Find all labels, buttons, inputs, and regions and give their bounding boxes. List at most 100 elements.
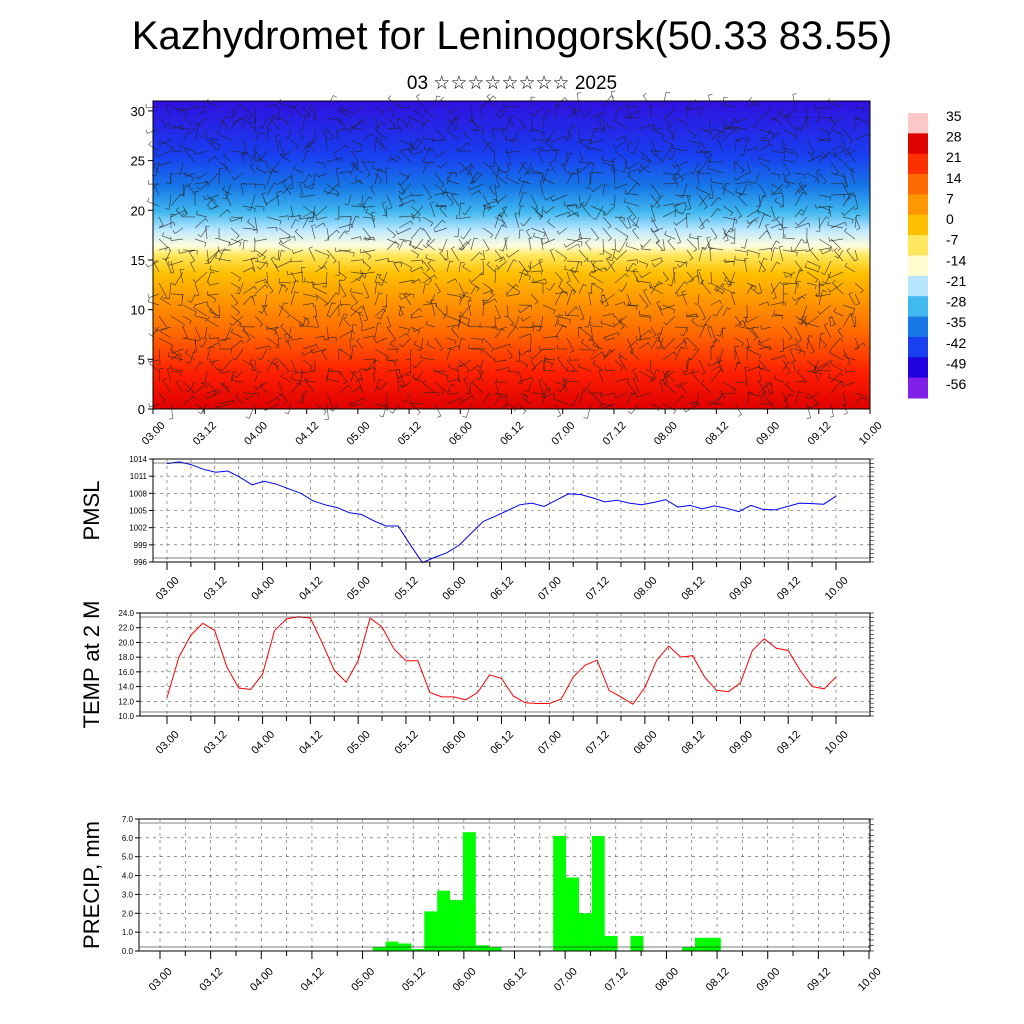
wind-barb bbox=[410, 259, 423, 265]
wind-barb bbox=[696, 184, 712, 196]
wind-barb bbox=[722, 97, 728, 108]
wind-barb bbox=[254, 249, 266, 261]
wind-barb bbox=[676, 292, 688, 297]
wind-barb bbox=[398, 172, 410, 181]
wind-barb bbox=[290, 374, 304, 383]
wind-barb bbox=[246, 194, 256, 211]
wind-barb bbox=[424, 107, 436, 119]
wind-barb bbox=[279, 150, 292, 158]
wind-barb bbox=[698, 323, 710, 339]
wind-barb bbox=[376, 381, 388, 391]
wind-barb bbox=[814, 370, 820, 383]
wind-barb bbox=[450, 326, 460, 339]
wind-barb bbox=[158, 282, 168, 300]
y-tick-label: 999 bbox=[134, 541, 148, 550]
wind-barb bbox=[613, 169, 618, 185]
wind-barb bbox=[853, 249, 859, 262]
wind-barb bbox=[782, 108, 798, 119]
wind-barb bbox=[203, 194, 220, 201]
wind-barb bbox=[240, 183, 246, 196]
wind-barb bbox=[662, 149, 673, 163]
wind-barb bbox=[639, 163, 652, 174]
wind-barb bbox=[580, 338, 592, 350]
wind-barb bbox=[745, 324, 760, 330]
wind-barb bbox=[325, 138, 330, 152]
y-axis-title: PMSL bbox=[79, 481, 104, 541]
wind-barb bbox=[496, 172, 508, 185]
wind-barb bbox=[674, 172, 680, 185]
wind-barb bbox=[698, 271, 704, 285]
wind-barb bbox=[638, 293, 649, 309]
wind-barb bbox=[422, 238, 436, 249]
wind-barb bbox=[194, 217, 209, 229]
wind-barb bbox=[338, 231, 348, 240]
wind-barb bbox=[626, 392, 636, 405]
y-tick-label: 7.0 bbox=[122, 815, 134, 824]
wind-barb bbox=[371, 163, 388, 174]
wind-barb bbox=[552, 395, 568, 405]
wind-barb bbox=[674, 117, 688, 128]
wind-barb bbox=[482, 95, 497, 108]
wind-barb bbox=[665, 371, 676, 383]
wind-barb bbox=[426, 293, 436, 304]
wind-barb bbox=[734, 381, 748, 387]
wind-barb bbox=[251, 294, 257, 306]
wind-barb bbox=[230, 106, 236, 118]
x-tick-label: 07.00 bbox=[549, 420, 577, 448]
wind-barb bbox=[482, 393, 493, 405]
wind-barb bbox=[517, 304, 532, 314]
wind-barb bbox=[781, 139, 787, 151]
wind-barb bbox=[470, 364, 481, 372]
wind-barb bbox=[801, 315, 808, 328]
wind-barb bbox=[656, 332, 664, 350]
wind-barb bbox=[679, 326, 688, 337]
wind-barb bbox=[459, 304, 472, 316]
wind-barb bbox=[502, 102, 520, 108]
wind-barb bbox=[592, 261, 604, 273]
wind-barb bbox=[290, 279, 300, 295]
wind-barb bbox=[389, 403, 400, 414]
wind-barb bbox=[561, 161, 568, 174]
wind-barb bbox=[400, 149, 412, 163]
wind-barb bbox=[469, 116, 484, 130]
x-tick-label: 09.00 bbox=[727, 575, 755, 603]
wind-barb bbox=[446, 337, 457, 345]
y-tick-label: 6.0 bbox=[122, 834, 134, 843]
wind-barb bbox=[180, 125, 196, 130]
wind-barb bbox=[386, 238, 400, 249]
wind-barb bbox=[494, 357, 508, 363]
wind-barb bbox=[734, 255, 748, 262]
wind-barb bbox=[398, 326, 410, 334]
wind-barb bbox=[543, 194, 556, 201]
x-tick-label: 06.12 bbox=[498, 420, 526, 448]
wind-barb bbox=[520, 315, 532, 322]
wind-barb bbox=[576, 92, 582, 108]
x-tick-label: 08.00 bbox=[632, 729, 660, 757]
wind-barb bbox=[698, 218, 710, 229]
wind-barb bbox=[674, 201, 687, 207]
wind-barb bbox=[230, 282, 241, 292]
wind-barb bbox=[494, 395, 504, 405]
wind-barb bbox=[590, 129, 599, 141]
wind-barb bbox=[757, 282, 763, 294]
wind-barb bbox=[530, 106, 544, 117]
wind-barb bbox=[818, 151, 833, 163]
wind-barb bbox=[318, 260, 328, 269]
wind-barb bbox=[326, 370, 341, 376]
wind-barb bbox=[770, 183, 782, 194]
wind-barb bbox=[194, 384, 208, 394]
wind-barb bbox=[501, 128, 508, 141]
colorbar-swatch bbox=[908, 153, 928, 175]
wind-barb bbox=[655, 239, 664, 251]
wind-barb bbox=[770, 240, 780, 251]
wind-barb bbox=[494, 392, 506, 400]
wind-barb bbox=[289, 172, 294, 190]
wind-barb bbox=[416, 93, 424, 108]
wind-barb bbox=[465, 381, 472, 395]
wind-barb bbox=[831, 280, 844, 295]
wind-barb bbox=[758, 106, 772, 119]
wind-barb bbox=[194, 326, 201, 342]
wind-barb bbox=[171, 271, 184, 286]
wind-barb bbox=[379, 403, 388, 418]
wind-barb bbox=[501, 392, 508, 408]
